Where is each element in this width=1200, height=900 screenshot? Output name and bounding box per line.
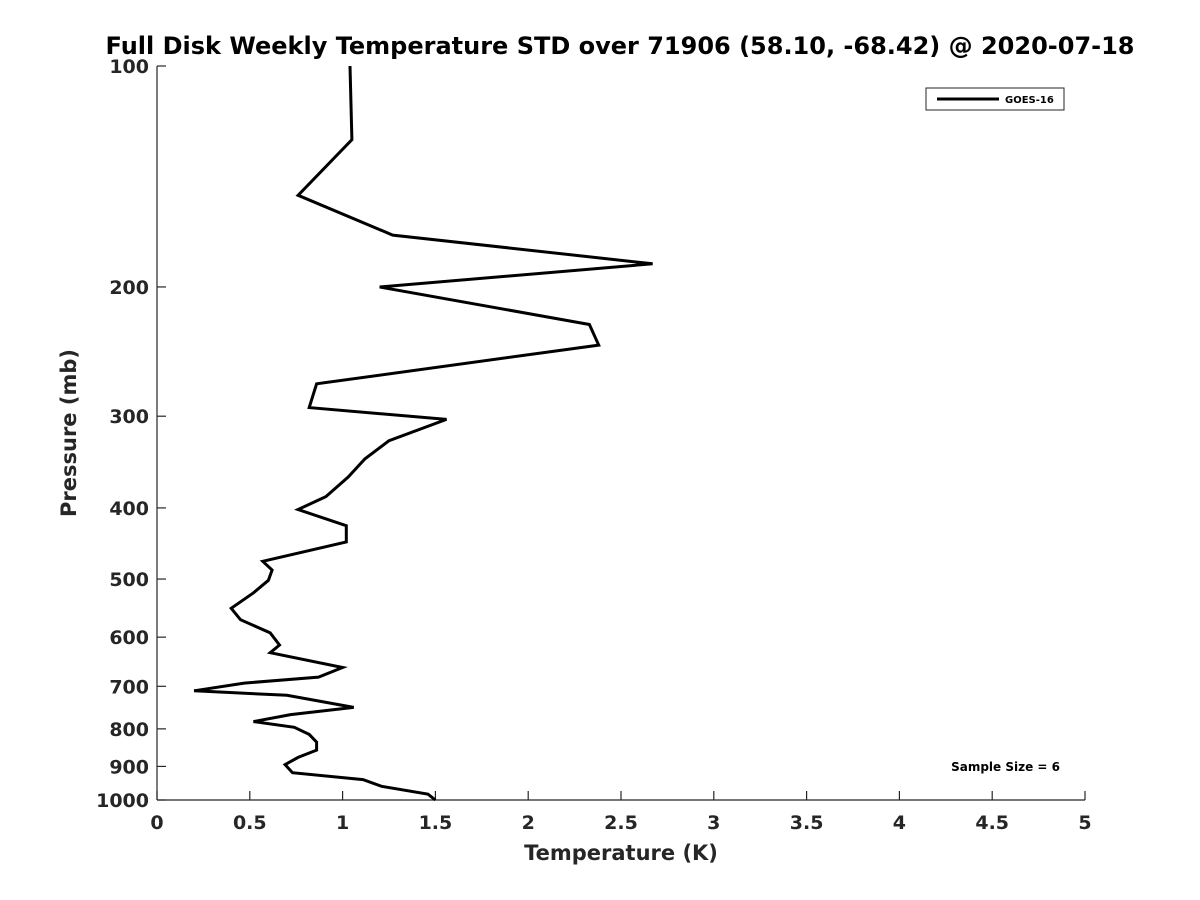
x-tick-label: 1.5	[419, 812, 453, 834]
x-tick-label: 3	[707, 812, 720, 834]
y-tick-label: 200	[109, 277, 149, 299]
x-tick-label: 0	[150, 812, 163, 834]
y-tick-label: 800	[109, 719, 149, 741]
y-tick-label: 600	[109, 627, 149, 649]
y-axis-label: Pressure (mb)	[57, 349, 81, 517]
x-tick-label: 4	[893, 812, 906, 834]
chart-title: Full Disk Weekly Temperature STD over 71…	[106, 32, 1135, 60]
y-tick-label: 1000	[96, 790, 149, 812]
x-tick-label: 2.5	[604, 812, 638, 834]
x-axis-label: Temperature (K)	[524, 841, 718, 865]
series-line-0	[193, 65, 653, 802]
legend-label: GOES-16	[1005, 95, 1054, 106]
x-tick-label: 2	[522, 812, 535, 834]
x-tick-label: 5	[1078, 812, 1091, 834]
series-layer	[193, 65, 653, 802]
y-tick-label: 300	[109, 406, 149, 428]
sample-size-annotation: Sample Size = 6	[951, 760, 1060, 774]
x-tick-label: 4.5	[975, 812, 1009, 834]
x-tick-label: 3.5	[790, 812, 824, 834]
y-tick-label: 900	[109, 756, 149, 778]
y-tick-label: 700	[109, 676, 149, 698]
x-tick-label: 0.5	[233, 812, 267, 834]
legend: GOES-16	[925, 87, 1065, 111]
y-tick-label: 500	[109, 569, 149, 591]
x-tick-label: 1	[336, 812, 349, 834]
y-axis-ticks: 100 200 300 400 500 600 700 800 900 1000	[96, 56, 166, 812]
y-tick-label: 400	[109, 498, 149, 520]
x-axis-ticks: 0 0.5 1 1.5 2 2.5 3 3.5 4 4.5 5	[150, 791, 1092, 834]
y-tick-label: 100	[109, 56, 149, 78]
